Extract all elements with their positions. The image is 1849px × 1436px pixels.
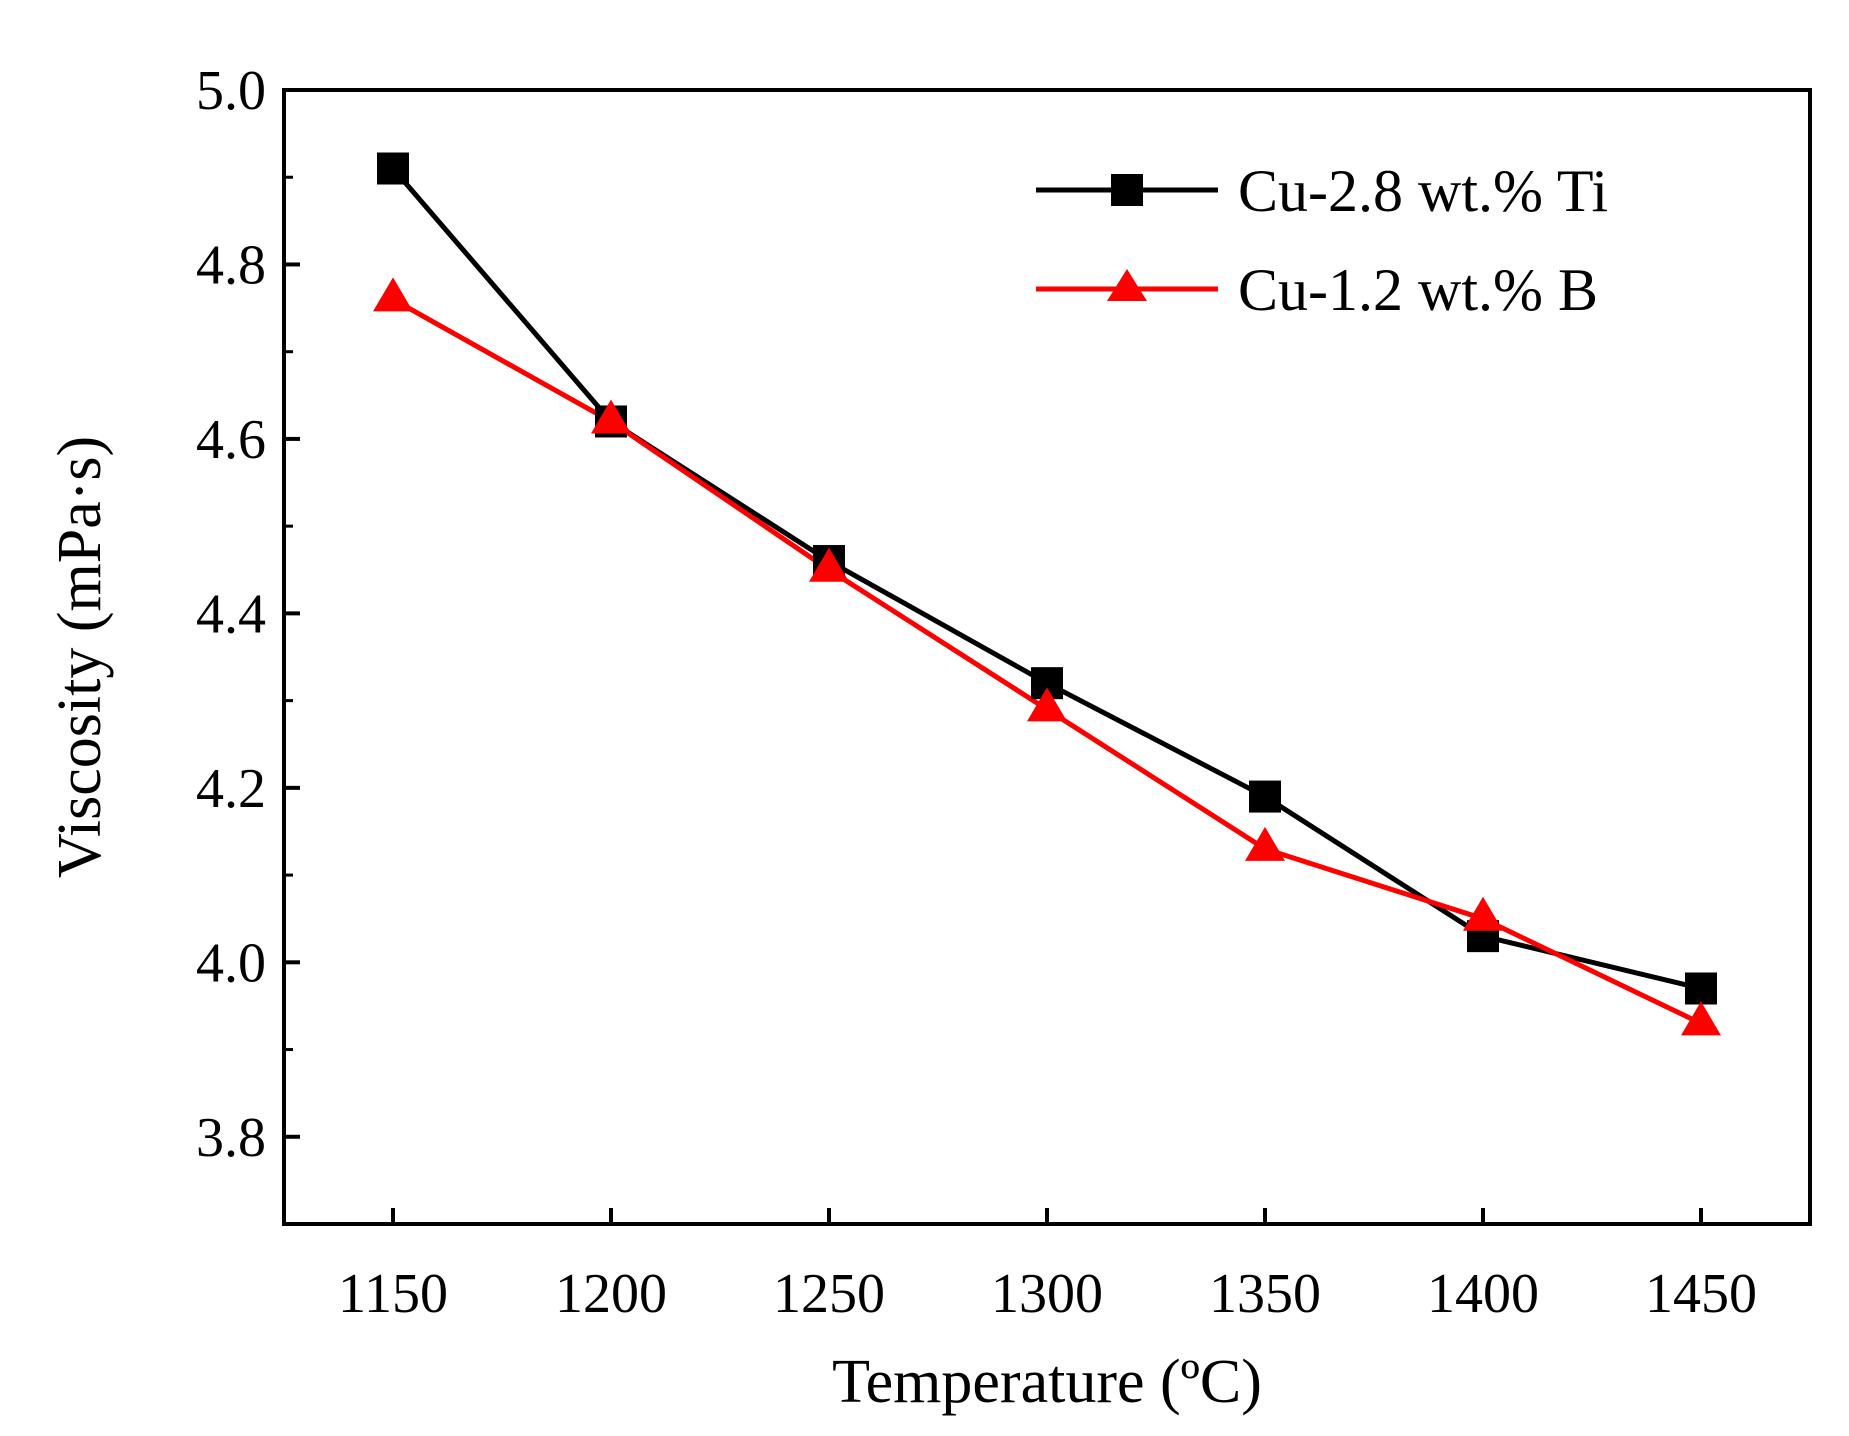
- legend: Cu-2.8 wt.% Ti Cu-1.2 wt.% B: [1036, 158, 1608, 323]
- y-tick-label-4.6: 4.6: [196, 409, 266, 471]
- series-line-1: [391, 297, 1703, 1026]
- series-1-point-1250: [809, 547, 849, 582]
- series-1-point-1200: [591, 399, 631, 434]
- series-1-point-1150: [373, 277, 413, 312]
- x-tick-label-1400: 1400: [1427, 1263, 1539, 1325]
- x-tick-label-1150: 1150: [338, 1263, 448, 1325]
- x-tick-labels: 1150 1200 1250 1300 1350 1400 1450: [338, 1263, 1757, 1325]
- x-tick-label-1300: 1300: [991, 1263, 1103, 1325]
- series-1-point-1400: [1463, 896, 1503, 931]
- series-markers: [373, 152, 1721, 1036]
- y-tick-label-5: 5.0: [196, 60, 266, 122]
- series-0-point-1150: [377, 152, 409, 185]
- series-0-point-1350: [1249, 780, 1281, 813]
- legend-marker-b: [1107, 269, 1147, 301]
- series-1-point-1450: [1681, 1001, 1721, 1036]
- series-1-point-1350: [1245, 826, 1285, 861]
- series-0-point-1450: [1685, 972, 1717, 1005]
- y-axis-title: Viscosity (mPa·s): [46, 436, 114, 878]
- legend-marker-ti: [1111, 174, 1143, 206]
- x-tick-label-1200: 1200: [555, 1263, 667, 1325]
- y-tick-label-4.4: 4.4: [196, 583, 266, 645]
- y-tick-label-4.2: 4.2: [196, 758, 266, 820]
- legend-label-ti: Cu-2.8 wt.% Ti: [1238, 158, 1608, 224]
- x-axis-title: Temperature (ºC): [832, 1348, 1262, 1416]
- y-tick-label-4: 4.0: [196, 932, 266, 994]
- series-1-point-1300: [1027, 687, 1067, 722]
- legend-label-b: Cu-1.2 wt.% B: [1238, 257, 1598, 323]
- x-tick-label-1350: 1350: [1209, 1263, 1321, 1325]
- x-tick-label-1450: 1450: [1645, 1263, 1757, 1325]
- y-tick-label-4.8: 4.8: [196, 234, 266, 296]
- axis-ticks: [284, 88, 1703, 1226]
- y-tick-label-3.8: 3.8: [196, 1107, 266, 1169]
- x-tick-label-1250: 1250: [773, 1263, 885, 1325]
- y-tick-labels: 3.8 4.0 4.2 4.4 4.6 4.8 5.0: [196, 60, 266, 1169]
